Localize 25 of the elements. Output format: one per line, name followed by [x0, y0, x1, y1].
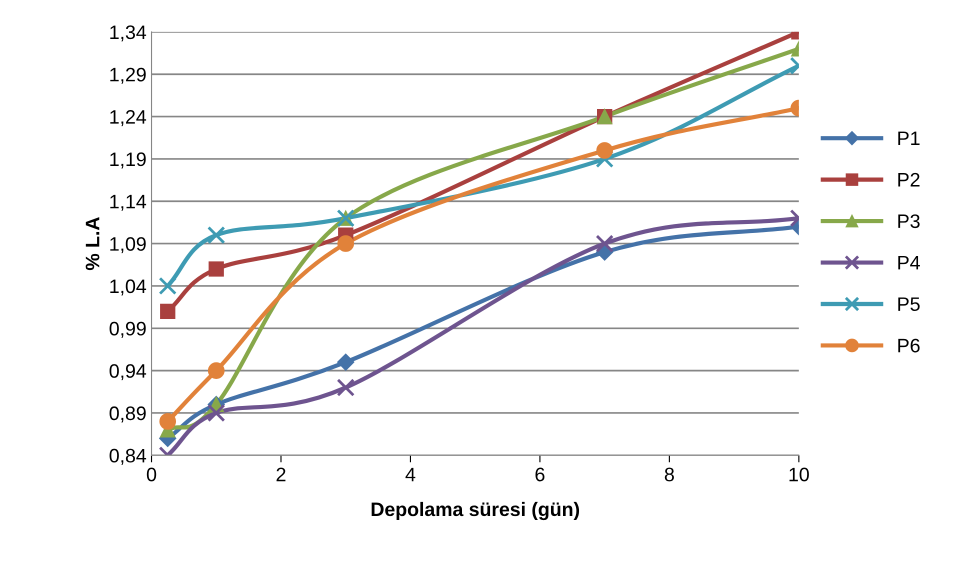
- legend-label: P6: [898, 338, 920, 352]
- x-tick-label: 10: [790, 468, 809, 482]
- y-tick-label: 0,94: [110, 364, 146, 380]
- y-tick-label: 1,14: [110, 194, 146, 211]
- y-tick-label: 1,19: [110, 152, 146, 168]
- x-axis-title: Depolama süresi (gün): [372, 502, 580, 520]
- x-tick-label: 2: [276, 468, 286, 482]
- legend-label: P4: [898, 256, 920, 270]
- y-tick-label: 1,09: [110, 237, 146, 254]
- y-tick-label: 0,89: [110, 406, 146, 422]
- legend-label: P5: [898, 297, 920, 312]
- y-tick-label: 0,99: [110, 322, 146, 338]
- y-tick-label: 1,29: [110, 68, 146, 84]
- legend-label: P1: [898, 132, 920, 145]
- y-tick-label: 0,84: [110, 448, 146, 465]
- legend-label: P2: [898, 172, 920, 186]
- x-tick-label: 4: [405, 468, 416, 482]
- legend-label: P3: [898, 214, 920, 228]
- x-tick-label: 0: [146, 468, 156, 482]
- y-tick-label: 1,34: [110, 25, 146, 42]
- y-axis-title: % L.A: [86, 217, 100, 270]
- x-tick-label: 6: [536, 468, 544, 482]
- y-tick-label: 1,24: [110, 110, 146, 126]
- x-tick-label: 8: [664, 468, 674, 482]
- y-tick-label: 1,04: [110, 279, 146, 296]
